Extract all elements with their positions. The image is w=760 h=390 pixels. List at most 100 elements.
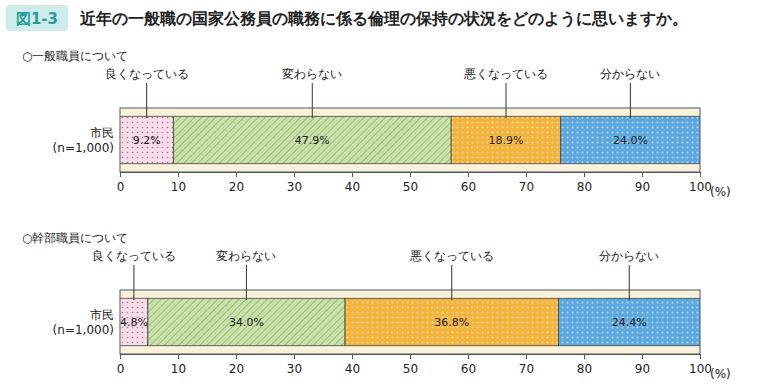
legend: 良くなっている変わらない悪くなっている分からない xyxy=(105,67,661,118)
tick-label: 20 xyxy=(229,362,244,376)
tick-mark xyxy=(294,354,295,359)
bar-segment xyxy=(451,116,561,163)
tick-mark xyxy=(410,354,411,359)
x-axis: 0 10 20 30 40 50 60 70 80 90 100 xyxy=(117,354,712,376)
legend: 良くなっている 変わらない 悪くなっている 分からない xyxy=(92,249,659,300)
tick-mark xyxy=(468,354,469,359)
tick-label: 80 xyxy=(577,362,592,376)
legend-label: 変わらない xyxy=(216,249,276,263)
tick-mark xyxy=(584,354,585,359)
axis-title: (%) xyxy=(710,367,731,381)
tick-mark xyxy=(352,354,353,359)
tick: 0 xyxy=(117,172,125,194)
category-label-line: 市民 xyxy=(90,308,114,322)
category-label-line: (n=1,000) xyxy=(53,323,114,337)
tick-mark xyxy=(642,354,643,359)
category-label-line: (n=1,000) xyxy=(53,141,114,155)
x-axis: 0102030405060708090100 xyxy=(117,172,712,194)
figure-title: 近年の一般職の国家公務員の職務に係る倫理の保持の状況をどのように思いますか。 xyxy=(79,9,688,28)
legend-label: 変わらない xyxy=(282,67,342,81)
legend-label: 良くなっている xyxy=(92,249,176,263)
bar-segment xyxy=(561,116,700,163)
tick: 70 xyxy=(519,172,534,194)
tick: 70 xyxy=(519,354,534,376)
plot-frame xyxy=(120,108,700,172)
bar-segment xyxy=(120,116,173,163)
subtitle: ○一般職員について xyxy=(22,49,128,63)
tick-label: 10 xyxy=(171,180,186,194)
tick-label: 50 xyxy=(403,362,418,376)
tick-label: 60 xyxy=(461,180,476,194)
tick: 90 xyxy=(635,354,650,376)
tick-mark xyxy=(410,172,411,177)
axis-line xyxy=(121,355,701,360)
tick: 10 xyxy=(171,354,186,376)
plot-frame xyxy=(120,290,700,354)
data-label: 36.8% xyxy=(434,316,469,329)
legend-label: 悪くなっている xyxy=(409,249,494,263)
tick-mark xyxy=(236,172,237,177)
bars xyxy=(120,298,700,345)
tick: 40 xyxy=(345,172,360,194)
tick-mark xyxy=(468,172,469,177)
chart-0: ○一般職員について 9.2%47.9%18.9%24.0% 良くなっている 変わらない… xyxy=(22,49,731,199)
legend-leader xyxy=(246,265,247,300)
tick-label: 20 xyxy=(229,180,244,194)
tick-label: 50 xyxy=(403,180,418,194)
tick: 80 xyxy=(577,172,592,194)
data-label: 34.0% xyxy=(229,316,264,329)
data-label: 24.0% xyxy=(613,134,648,147)
tick-mark xyxy=(294,172,295,177)
tick: 30 xyxy=(287,354,302,376)
subtitle: ○幹部職員について xyxy=(22,231,128,245)
tick: 50 xyxy=(403,354,418,376)
tick-mark xyxy=(236,354,237,359)
tick-mark xyxy=(700,354,701,359)
data-label: 4.8% xyxy=(120,316,148,329)
legend-leader xyxy=(312,83,313,118)
tick: 20 xyxy=(229,354,244,376)
tick: 60 xyxy=(461,354,476,376)
tick: 20 xyxy=(229,172,244,194)
tick: 90 xyxy=(635,172,650,194)
tick-label: 100 xyxy=(689,180,712,194)
tick-label: 100 xyxy=(689,362,712,376)
bar-segment xyxy=(345,298,558,345)
tick-label: 0 xyxy=(117,180,125,194)
chart-1: ○幹部職員について 4.8% 34.0% 36.8% 24.4% 良くなっている 変わらない… xyxy=(22,231,731,381)
axis-line xyxy=(121,173,701,178)
tick: 40 xyxy=(345,354,360,376)
tick-label: 10 xyxy=(171,362,186,376)
tick: 60 xyxy=(461,172,476,194)
legend-leader xyxy=(146,83,147,118)
tick: 10 xyxy=(171,172,186,194)
figure-badge xyxy=(6,5,68,31)
tick-label: 0 xyxy=(117,362,125,376)
tick-mark xyxy=(178,172,179,177)
chart-root: 図1-3近年の一般職の国家公務員の職務に係る倫理の保持の状況をどのように思います… xyxy=(0,0,760,390)
tick: 80 xyxy=(577,354,592,376)
legend-leader xyxy=(133,265,134,300)
tick-label: 70 xyxy=(519,180,534,194)
tick-mark xyxy=(352,172,353,177)
tick-mark xyxy=(120,172,121,177)
category-label-line: 市民 xyxy=(90,126,114,140)
tick: 0 xyxy=(117,354,125,376)
tick-mark xyxy=(526,354,527,359)
legend-leader xyxy=(629,265,630,300)
data-labels: 9.2%47.9%18.9%24.0% xyxy=(133,134,648,147)
axis-title: (%) xyxy=(710,185,731,199)
legend-label: 分からない xyxy=(600,67,660,81)
data-label: 24.4% xyxy=(612,316,647,329)
legend-label: 分からない xyxy=(599,249,659,263)
bar-segment xyxy=(558,298,700,345)
tick: 100 xyxy=(689,354,712,376)
legend-leader xyxy=(505,83,506,118)
data-label: 9.2% xyxy=(133,134,161,147)
legend-leader xyxy=(630,83,631,118)
legend-label: 良くなっている xyxy=(105,67,189,81)
tick-label: 40 xyxy=(345,180,360,194)
bar-segment xyxy=(120,298,148,345)
data-labels: 4.8% 34.0% 36.8% 24.4% xyxy=(120,316,647,329)
category-label: 市民(n=1,000) xyxy=(53,126,114,155)
